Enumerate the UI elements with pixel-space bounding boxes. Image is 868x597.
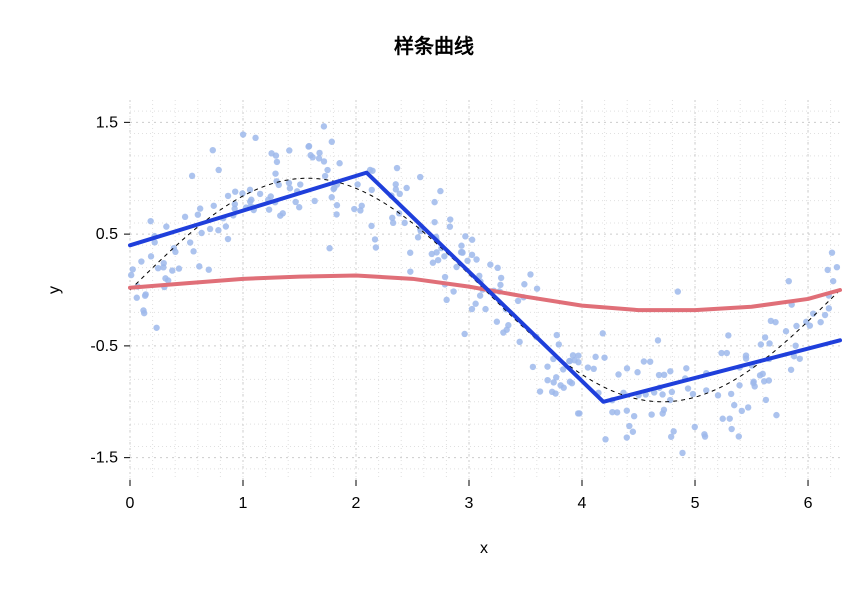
x-tick-label: 5 (691, 495, 700, 512)
x-tick-label: 1 (239, 495, 248, 512)
chart-svg: 0 1 2 3 4 5 6 -1.5 -0.5 0.5 1.5 (0, 0, 868, 597)
x-tick-label: 0 (126, 495, 135, 512)
y-tick-label: 0.5 (96, 226, 118, 243)
y-tick-label: -1.5 (90, 450, 118, 467)
x-tick-label: 3 (465, 495, 474, 512)
y-tick-label: 1.5 (96, 114, 118, 131)
y-tick-label: -0.5 (90, 338, 118, 355)
x-tick-label: 6 (804, 495, 813, 512)
x-tick-label: 4 (578, 495, 587, 512)
chart-container: 样条曲线 y x 0123456-1.5-0.50.51.5 (0, 0, 868, 597)
x-tick-label: 2 (352, 495, 361, 512)
